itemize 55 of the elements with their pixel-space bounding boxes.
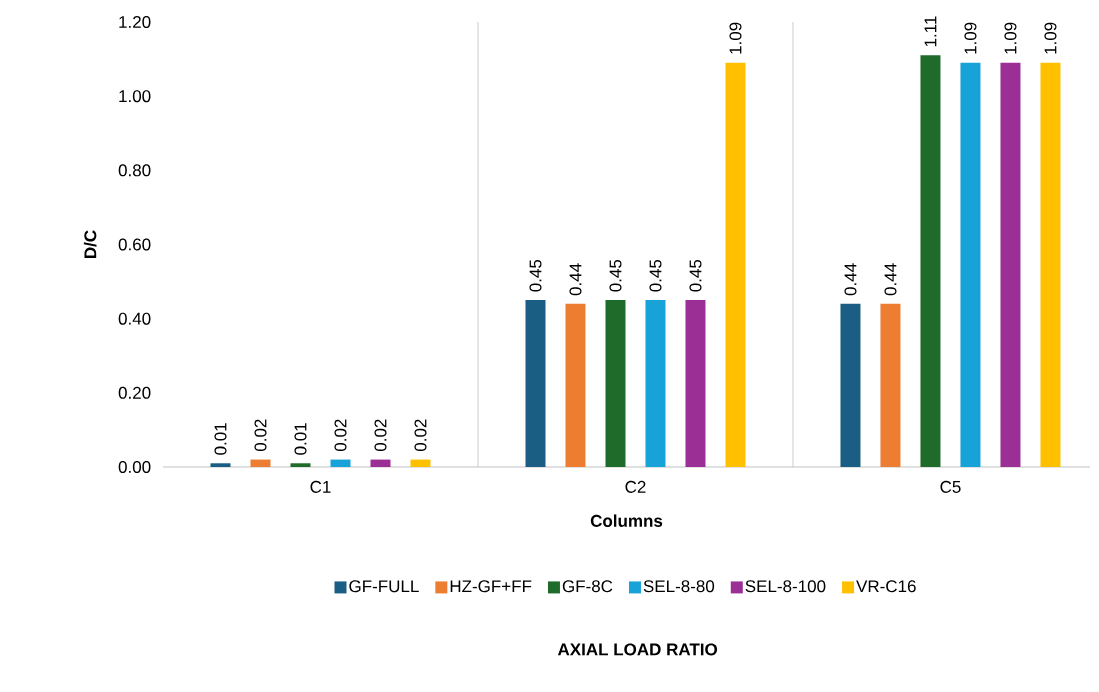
y-tick-label: 0.80	[118, 164, 151, 177]
data-label: 0.01	[294, 423, 307, 455]
data-label: 1.09	[1004, 22, 1017, 54]
y-tick-label: 0.40	[118, 312, 151, 325]
bar	[605, 300, 626, 467]
data-label: 1.09	[729, 22, 742, 54]
bar	[210, 463, 231, 467]
data-label: 0.44	[844, 263, 857, 296]
legend-label: SEL-8-80	[643, 580, 715, 593]
y-tick-label: 0.60	[118, 238, 151, 251]
y-tick-label: 0.00	[118, 460, 151, 474]
data-label: 1.11	[924, 16, 937, 47]
text: AXIAL LOAD RATIO	[557, 643, 718, 656]
bar	[250, 459, 271, 467]
bar	[920, 55, 941, 467]
data-label: 0.45	[649, 259, 662, 292]
data-label: 0.01	[214, 423, 227, 455]
legend-label: VR-C16	[856, 580, 916, 593]
bar	[1040, 62, 1061, 467]
bar	[290, 463, 311, 467]
bar	[525, 300, 546, 467]
legend-label: HZ-GF+FF	[450, 580, 532, 593]
bar	[565, 303, 586, 467]
data-label: 0.02	[254, 419, 267, 452]
data-label: 0.45	[529, 259, 542, 292]
y-tick-label: 0.20	[118, 386, 151, 399]
bar	[330, 459, 351, 467]
x-tick-label: C2	[625, 480, 646, 493]
bar	[960, 62, 981, 467]
bar	[645, 300, 666, 467]
data-label: 1.09	[964, 22, 977, 54]
data-label: 0.45	[609, 259, 622, 292]
data-label: 0.02	[414, 419, 427, 452]
legend-label: GF-8C	[562, 580, 613, 593]
data-label: 1.09	[1044, 22, 1057, 54]
bar	[1000, 62, 1021, 467]
bar	[410, 459, 431, 467]
bar	[685, 300, 706, 467]
legend-label: GF-FULL	[349, 580, 419, 593]
bar	[880, 303, 901, 467]
data-label: 0.44	[569, 263, 582, 296]
legend-label: SEL-8-100	[745, 580, 826, 593]
data-label: 0.02	[374, 419, 387, 452]
x-tick-label: C1	[310, 480, 331, 493]
x-tick-label: C5	[940, 480, 961, 493]
y-tick-label: 1.20	[119, 15, 151, 29]
bar	[370, 459, 391, 467]
x-axis-title: Columns	[590, 514, 663, 527]
data-label: 0.02	[334, 419, 347, 452]
bar	[725, 62, 746, 467]
data-label: 0.44	[884, 263, 897, 296]
bar	[840, 303, 861, 467]
y-axis-title: D/C	[83, 230, 97, 258]
data-label: 0.45	[689, 259, 702, 292]
y-tick-label: 1.00	[119, 90, 151, 103]
